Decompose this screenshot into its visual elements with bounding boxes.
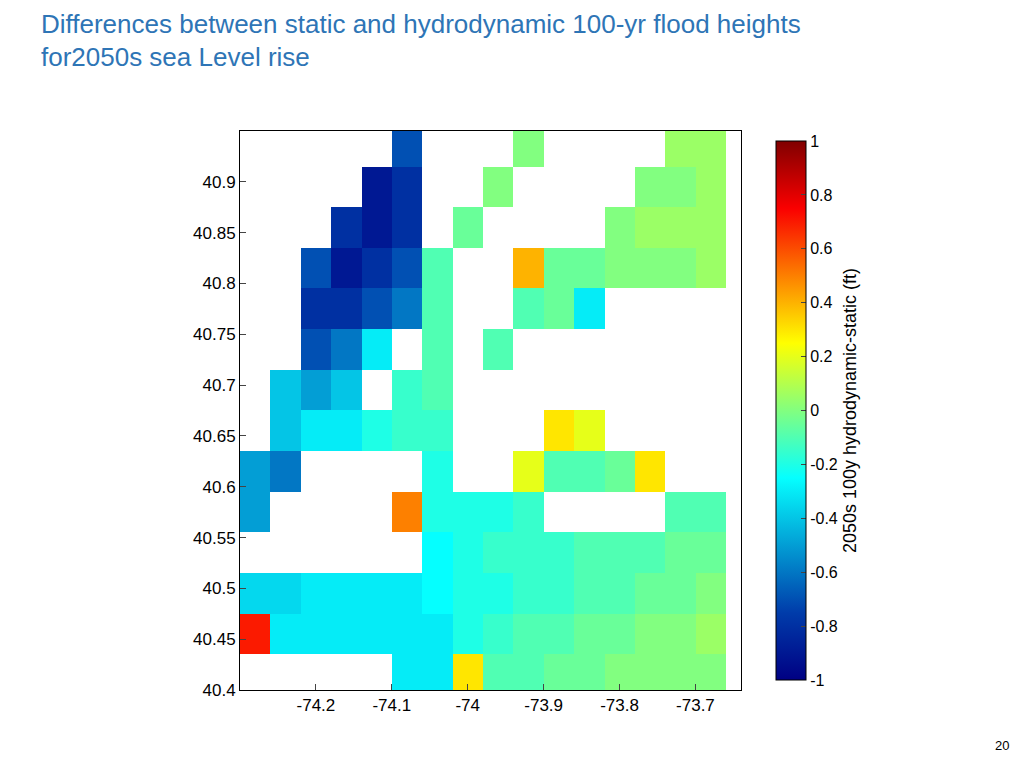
svg-text:40.5: 40.5 xyxy=(203,579,236,598)
svg-text:0.2: 0.2 xyxy=(810,348,832,365)
svg-text:40.8: 40.8 xyxy=(203,274,236,293)
svg-text:40.7: 40.7 xyxy=(203,376,236,395)
svg-text:40.6: 40.6 xyxy=(203,478,236,497)
svg-text:-74.1: -74.1 xyxy=(372,696,411,715)
svg-text:Differences between static and: Differences between static and hydrodyna… xyxy=(41,9,801,73)
svg-text:20: 20 xyxy=(995,738,1009,753)
svg-text:40.45: 40.45 xyxy=(193,630,236,649)
svg-text:40.85: 40.85 xyxy=(193,224,236,243)
svg-text:40.55: 40.55 xyxy=(193,529,236,548)
svg-text:-73.7: -73.7 xyxy=(676,696,715,715)
svg-text:0.6: 0.6 xyxy=(810,240,832,257)
svg-text:40.65: 40.65 xyxy=(193,427,236,446)
svg-text:-0.2: -0.2 xyxy=(810,456,838,473)
svg-text:0.4: 0.4 xyxy=(810,294,832,311)
svg-text:-0.6: -0.6 xyxy=(810,564,838,581)
svg-text:-73.9: -73.9 xyxy=(524,696,563,715)
svg-text:1: 1 xyxy=(810,133,819,150)
svg-text:0: 0 xyxy=(810,402,819,419)
svg-text:40.9: 40.9 xyxy=(203,173,236,192)
svg-text:-1: -1 xyxy=(810,672,824,689)
svg-text:-74: -74 xyxy=(455,696,480,715)
svg-text:-73.8: -73.8 xyxy=(600,696,639,715)
svg-text:-74.2: -74.2 xyxy=(297,696,336,715)
svg-text:40.75: 40.75 xyxy=(193,325,236,344)
svg-text:2050s 100y hydrodynamic-static: 2050s 100y hydrodynamic-static (ft) xyxy=(840,268,860,553)
svg-text:40.4: 40.4 xyxy=(203,681,236,700)
svg-text:-0.8: -0.8 xyxy=(810,618,838,635)
svg-text:0.8: 0.8 xyxy=(810,187,832,204)
svg-text:-0.4: -0.4 xyxy=(810,510,838,527)
